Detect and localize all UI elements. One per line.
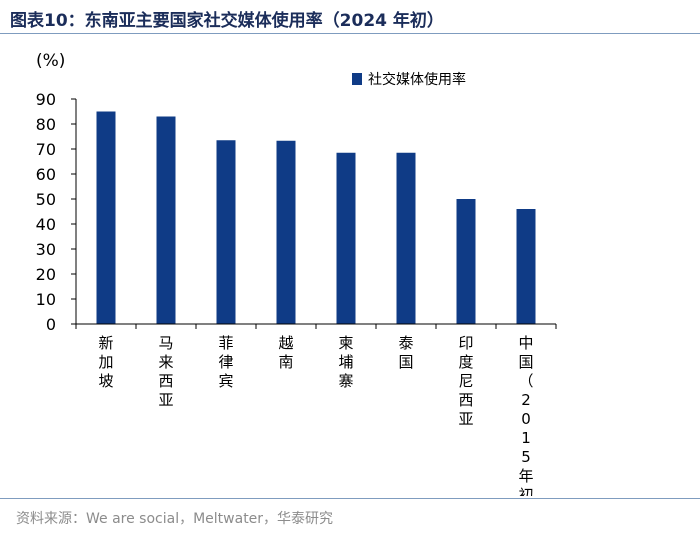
legend-swatch	[352, 73, 362, 85]
bar	[396, 152, 416, 324]
bar	[456, 199, 476, 324]
x-tick-label: 泰国	[398, 334, 413, 371]
y-tick-label: 20	[36, 265, 56, 284]
source-text: 资料来源：We are social，Meltwater，华泰研究	[16, 511, 334, 527]
y-tick-label: 50	[36, 190, 56, 209]
y-tick-label: 60	[36, 165, 56, 184]
bar-chart: (%) 社交媒体使用率 0 10 20 30 40 50 60 70 80 90 新加坡 马来西亚 菲…	[36, 51, 557, 523]
y-tick-label: 70	[36, 140, 56, 159]
bars	[96, 111, 536, 324]
x-tick-label: 柬埔寨	[338, 334, 353, 390]
source-bar: 资料来源：We are social，Meltwater，华泰研究	[0, 498, 700, 535]
legend-label: 社交媒体使用率	[368, 71, 466, 88]
bar	[336, 152, 356, 324]
x-tick-label: 印度尼西亚	[458, 334, 473, 428]
y-tick-label: 80	[36, 115, 56, 134]
bar	[156, 116, 176, 324]
bar	[276, 140, 296, 324]
bar	[516, 209, 536, 324]
figure-title: 图表10：东南亚主要国家社交媒体使用率（2024 年初）	[10, 6, 444, 31]
figure-title-text: 东南亚主要国家社交媒体使用率（2024 年初）	[84, 11, 444, 31]
y-tick-label: 10	[36, 290, 56, 309]
y-axis: 0 10 20 30 40 50 60 70 80 90	[36, 90, 77, 334]
x-tick-label: 越南	[278, 334, 293, 371]
figure-title-bar: 图表10：东南亚主要国家社交媒体使用率（2024 年初）	[0, 0, 700, 34]
y-tick-label: 90	[36, 90, 56, 109]
chart-area: (%) 社交媒体使用率 0 10 20 30 40 50 60 70 80 90 新加坡 马来西亚 菲…	[0, 36, 700, 523]
bar	[96, 111, 116, 324]
x-tick-label: 菲律宾	[218, 334, 233, 390]
bar	[216, 140, 236, 324]
legend: 社交媒体使用率	[352, 71, 466, 88]
y-tick-label: 30	[36, 240, 56, 259]
y-tick-label: 0	[46, 315, 56, 334]
x-tick-label: 马来西亚	[158, 334, 173, 409]
y-axis-unit-label: (%)	[36, 51, 65, 71]
x-tick-label: 新加坡	[98, 334, 113, 390]
figure-label: 图表10：	[10, 11, 85, 31]
y-tick-label: 40	[36, 215, 56, 234]
